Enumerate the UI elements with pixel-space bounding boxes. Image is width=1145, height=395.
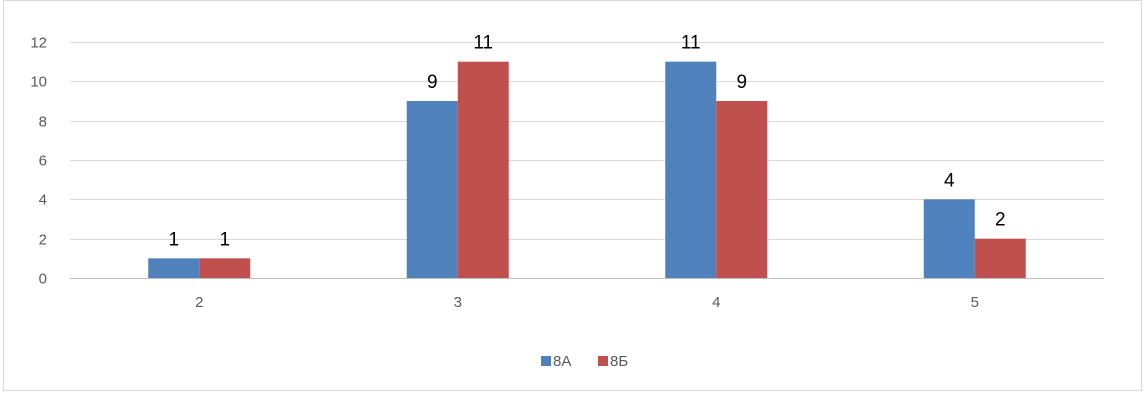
bar-8А-2 [148,258,200,278]
x-tick-label: 3 [454,294,462,311]
bar-8Б-4 [716,101,768,278]
legend: 8А 8Б [541,353,628,370]
bar-8А-3 [406,101,458,278]
y-tick-label: 4 [39,192,47,209]
y-tick-label: 10 [30,74,47,91]
bar-8А-5 [923,199,975,278]
y-tick-label: 2 [39,232,47,249]
y-tick-label: 6 [39,153,47,170]
y-tick-label: 8 [39,114,47,131]
legend-swatch [598,356,608,366]
x-axis-tick-labels: 2 3 4 5 [195,294,979,311]
legend-item: 8А [541,353,571,370]
y-axis-tick-labels: 0 2 4 6 8 10 12 [30,35,47,288]
data-label: 1 [219,229,230,250]
legend-label: 8А [553,353,571,370]
legend-item: 8Б [598,353,628,370]
data-label: 4 [944,170,955,191]
data-label: 1 [168,229,179,250]
bar-8А-4 [665,61,717,278]
bars [148,61,1026,278]
data-label: 9 [427,72,438,93]
legend-swatch [541,356,551,366]
data-label: 9 [736,72,747,93]
gridlines [70,42,1104,279]
y-tick-label: 12 [30,35,47,52]
data-label: 11 [473,33,493,54]
x-tick-label: 5 [971,294,979,311]
chart-frame [3,0,1142,391]
x-tick-label: 2 [195,294,203,311]
y-tick-label: 0 [39,271,47,288]
bar-8Б-3 [457,61,509,278]
legend-label: 8Б [610,353,628,370]
bar-8Б-5 [974,238,1026,278]
data-label: 2 [995,210,1006,231]
data-label: 11 [681,33,701,54]
x-tick-label: 4 [712,294,720,311]
bar-8Б-2 [199,258,251,278]
